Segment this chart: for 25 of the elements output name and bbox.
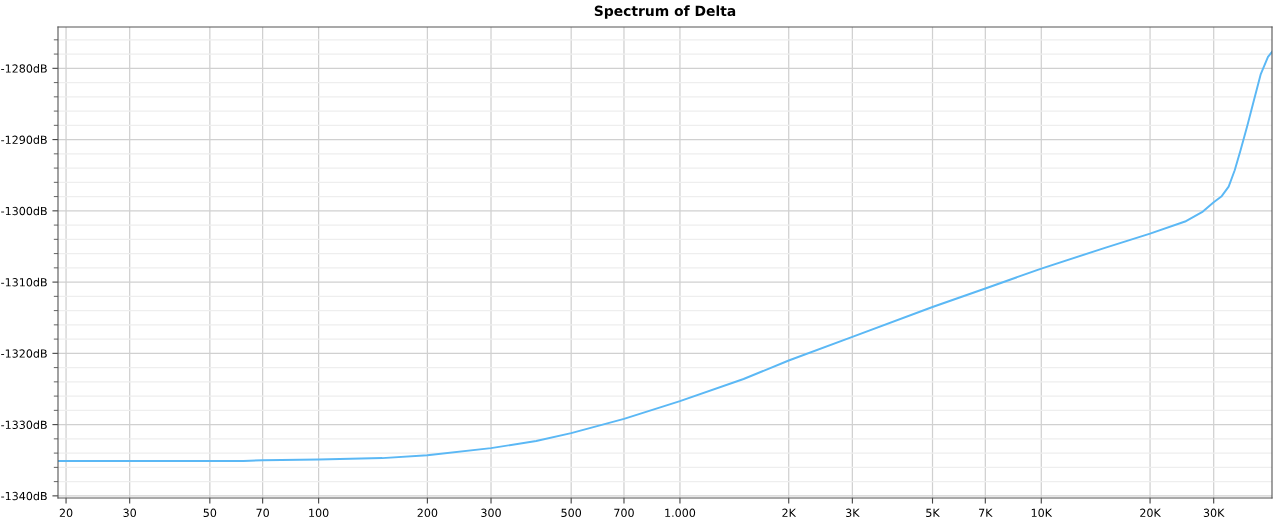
x-tick-label: 100 (309, 508, 329, 518)
x-tick-label: 20 (59, 508, 73, 518)
x-tick-label: 2K (782, 508, 797, 517)
x-tick-label: 500 (561, 508, 582, 518)
x-tick-label: 3K (846, 508, 860, 518)
x-tick-label: 20K (1140, 508, 1162, 518)
x-tick-label: 200 (417, 508, 438, 518)
y-tick-label: -1340dB (1, 491, 47, 501)
y-tick-label: -1320dB (1, 349, 47, 358)
x-tick-label: 30K (1203, 508, 1225, 518)
y-tick-label: -1310dB (1, 277, 47, 287)
x-tick-label: 700 (614, 508, 634, 518)
x-tick-label: 30 (123, 508, 137, 518)
x-tick-label: 1.000 (665, 508, 696, 518)
y-tick-label: -1280dB (1, 64, 47, 73)
x-tick-label: 7K (979, 508, 993, 517)
chart-title: Spectrum of Delta (594, 5, 736, 19)
x-tick-label: 300 (481, 508, 501, 518)
x-tick-label: 50 (203, 508, 217, 518)
y-tick-label: -1290dB (1, 135, 47, 144)
x-tick-label: 70 (256, 508, 269, 518)
y-tick-label: -1300dB (1, 206, 47, 216)
y-tick-label: -1330dB (1, 420, 47, 429)
x-tick-label: 5K (926, 508, 940, 518)
x-tick-label: 10K (1031, 508, 1053, 518)
